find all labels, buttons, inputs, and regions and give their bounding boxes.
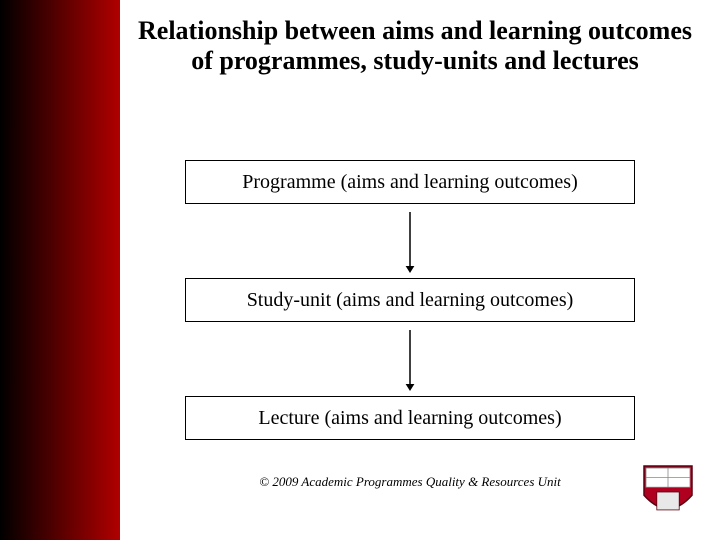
box-programme-label: Programme (aims and learning outcomes): [242, 171, 577, 194]
box-study-unit-label: Study-unit (aims and learning outcomes): [247, 289, 574, 312]
box-programme: Programme (aims and learning outcomes): [185, 160, 635, 204]
box-lecture-label: Lecture (aims and learning outcomes): [258, 407, 561, 430]
sidebar-gradient: [0, 0, 120, 540]
arrow-down-icon: [401, 212, 419, 275]
box-lecture: Lecture (aims and learning outcomes): [185, 396, 635, 440]
footer-copyright: © 2009 Academic Programmes Quality & Res…: [180, 474, 640, 490]
university-crest-icon: [640, 460, 696, 524]
slide: Relationship between aims and learning o…: [0, 0, 720, 540]
box-study-unit: Study-unit (aims and learning outcomes): [185, 278, 635, 322]
arrow-down-icon: [401, 330, 419, 393]
slide-title: Relationship between aims and learning o…: [130, 16, 700, 76]
